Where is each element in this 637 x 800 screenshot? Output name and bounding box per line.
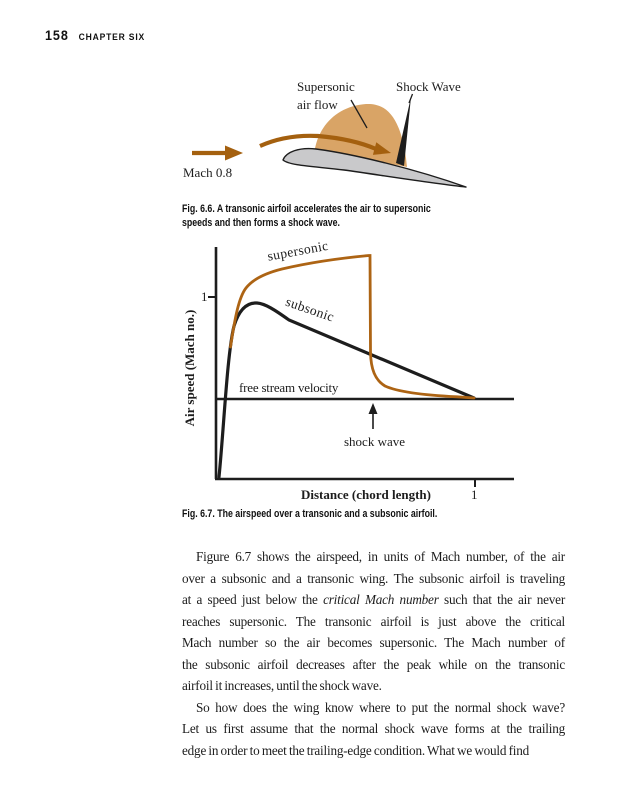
y-tick-label: 1 bbox=[201, 289, 208, 304]
shock-wave-annotation: shock wave bbox=[344, 434, 406, 449]
text-segment: at a speed just below the bbox=[182, 592, 324, 607]
page-header: 158 CHAPTER SIX bbox=[45, 27, 145, 43]
x-tick-label: 1 bbox=[471, 487, 478, 502]
supersonic-airflow-label: Supersonic air flow bbox=[297, 79, 355, 112]
text-line: reaches supersonic. The transonic airfoi… bbox=[182, 613, 565, 629]
supersonic-curve-label: supersonic bbox=[266, 237, 330, 264]
shock-pointer-arrow bbox=[368, 403, 378, 429]
italic-phrase: critical Mach number bbox=[323, 592, 439, 607]
body-text: Figure 6.7 shows the airspeed, in units … bbox=[182, 546, 565, 761]
airfoil-shape bbox=[282, 147, 467, 188]
freestream-arrow bbox=[192, 145, 243, 161]
x-axis-label: Distance (chord length) bbox=[301, 487, 431, 502]
figure-6-7-caption: Fig. 6.7. The airspeed over a transonic … bbox=[182, 508, 438, 520]
text-line: Figure 6.7 shows the airspeed, in units … bbox=[196, 549, 565, 564]
text-line: So how does the wing know where to put t… bbox=[196, 699, 565, 715]
caption-line: speeds and then forms a shock wave. bbox=[182, 217, 340, 229]
text-line: Mach number so the air becomes supersoni… bbox=[182, 635, 565, 650]
body-paragraph-2: So how does the wing know where to put t… bbox=[182, 697, 565, 762]
text-line: airfoil it increases, until the shock wa… bbox=[182, 678, 382, 693]
text-line: at a speed just below the critical Mach … bbox=[182, 589, 565, 611]
figure-6-6-caption: Fig. 6.6. A transonic airfoil accelerate… bbox=[182, 202, 431, 230]
caption-line: Fig. 6.6. A transonic airfoil accelerate… bbox=[182, 203, 431, 215]
page-number: 158 bbox=[45, 27, 69, 43]
text-line: over a subsonic and a transonic wing. Th… bbox=[182, 570, 565, 586]
flow-arrow bbox=[259, 133, 391, 155]
supersonic-curve bbox=[229, 254, 476, 400]
text-line: Let us first assume that the normal shoc… bbox=[182, 721, 565, 736]
mach-number-label: Mach 0.8 bbox=[183, 165, 233, 180]
shock-wave-shape bbox=[396, 97, 411, 166]
body-paragraph-1: Figure 6.7 shows the airspeed, in units … bbox=[182, 546, 565, 697]
shock-wave-label: Shock Wave bbox=[396, 79, 461, 94]
chapter-title: CHAPTER SIX bbox=[78, 32, 146, 43]
text-line: edge in order to meet the trailing-edge … bbox=[182, 742, 530, 758]
text-line: the subsonic airfoil decreases after the… bbox=[182, 656, 565, 672]
free-stream-label: free stream velocity bbox=[239, 380, 339, 395]
text-segment: such that the air never bbox=[438, 592, 566, 607]
subsonic-curve-label: subsonic bbox=[283, 293, 337, 325]
y-axis-label: Air speed (Mach no.) bbox=[182, 309, 197, 427]
